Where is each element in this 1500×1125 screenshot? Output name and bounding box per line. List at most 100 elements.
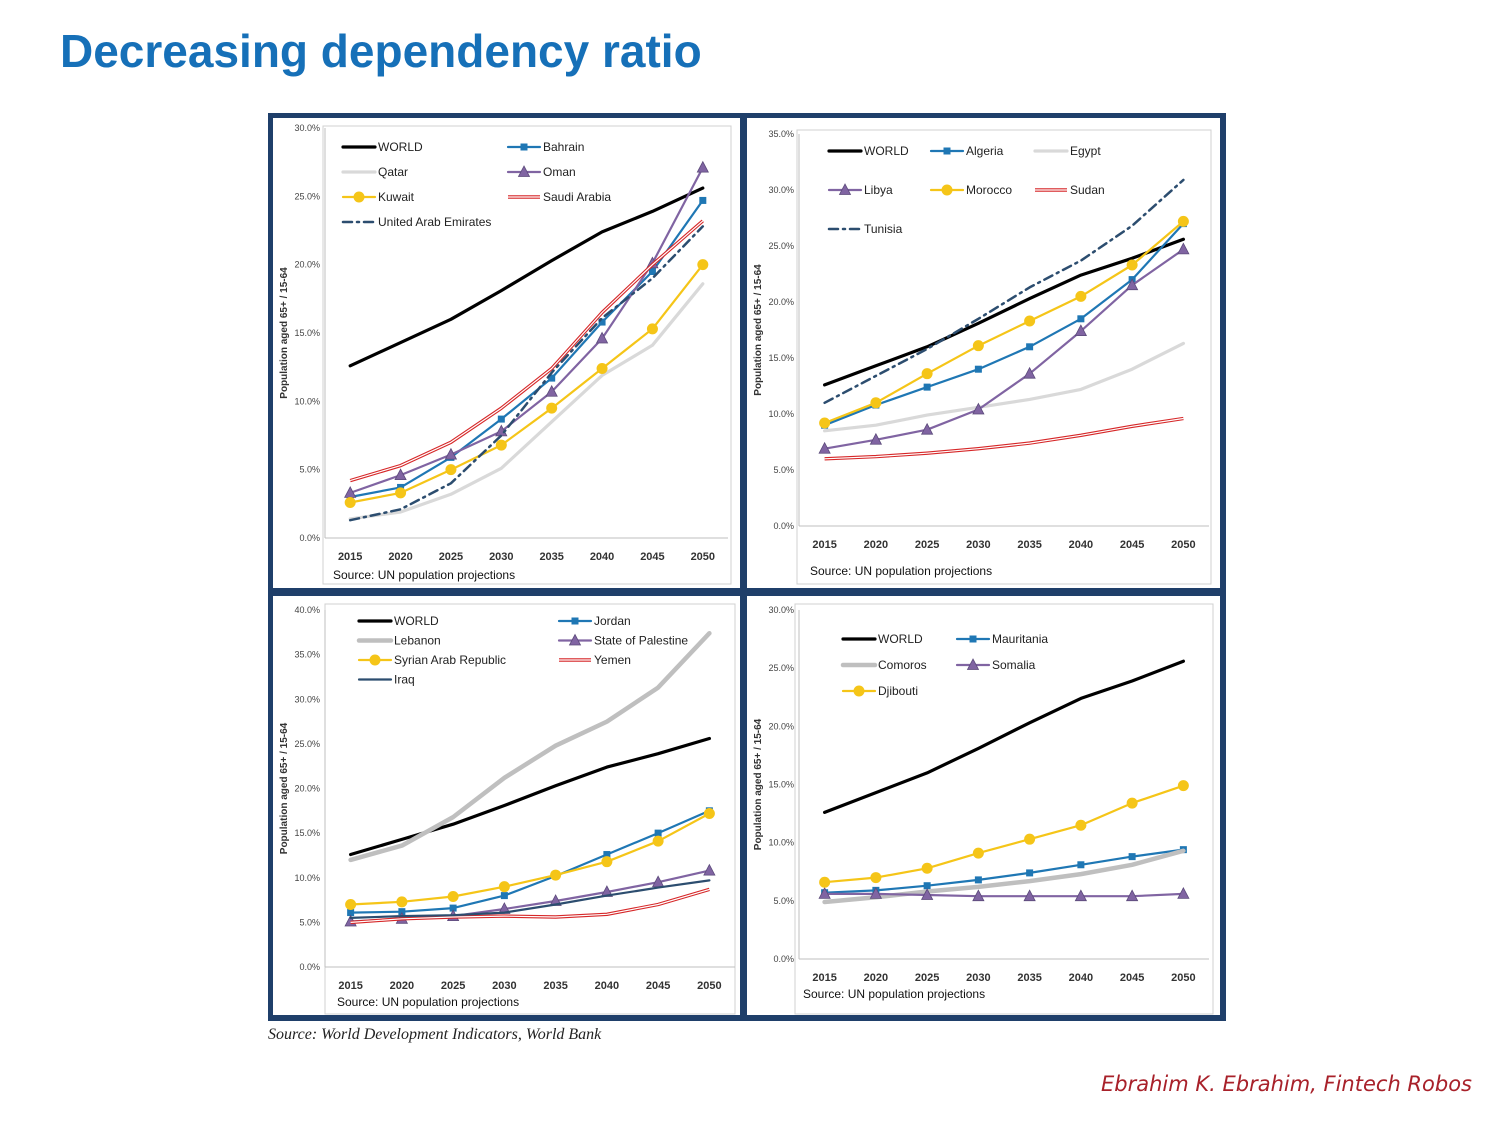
chart-source-label: Source: UN population projections bbox=[810, 564, 992, 578]
y-tick-label: 40.0% bbox=[294, 605, 320, 615]
legend-entry: United Arab Emirates bbox=[341, 215, 491, 229]
data-point bbox=[394, 468, 407, 481]
data-point bbox=[546, 402, 558, 414]
legend-marker bbox=[369, 654, 381, 666]
legend-entry: Oman bbox=[506, 165, 576, 179]
series-line bbox=[348, 186, 705, 368]
legend-entry: Egypt bbox=[1033, 144, 1101, 158]
series-oman bbox=[344, 160, 709, 498]
data-point bbox=[819, 417, 831, 429]
y-tick-label: 0.0% bbox=[773, 521, 794, 531]
legend-marker bbox=[571, 617, 579, 625]
data-point bbox=[1024, 315, 1036, 327]
series-line bbox=[823, 222, 1185, 427]
data-point bbox=[500, 892, 508, 900]
y-tick-label: 0.0% bbox=[773, 954, 794, 964]
x-tick-label: 2025 bbox=[915, 539, 939, 551]
legend-entry: Libya bbox=[827, 183, 893, 197]
legend-entry: Comoros bbox=[840, 658, 927, 672]
legend-entry: WORLD bbox=[357, 614, 439, 628]
x-tick-label: 2045 bbox=[646, 980, 670, 992]
y-axis-label: Population aged 65+ / 15-64 bbox=[753, 264, 764, 396]
data-point bbox=[972, 340, 984, 352]
data-point bbox=[1077, 861, 1085, 869]
x-tick-label: 2040 bbox=[590, 551, 614, 563]
y-tick-label: 30.0% bbox=[768, 605, 794, 615]
data-point bbox=[596, 363, 608, 375]
legend-entry: Bahrain bbox=[506, 140, 584, 154]
y-axis-label: Population aged 65+ / 15-64 bbox=[279, 267, 290, 399]
y-tick-label: 35.0% bbox=[768, 129, 794, 139]
data-point bbox=[396, 896, 408, 908]
data-point bbox=[545, 384, 558, 397]
data-point bbox=[654, 829, 662, 837]
x-tick-label: 2030 bbox=[489, 551, 513, 563]
y-tick-label: 5.0% bbox=[773, 465, 794, 475]
legend-label: Oman bbox=[543, 165, 576, 179]
series-world bbox=[348, 186, 705, 368]
series-sudan bbox=[824, 416, 1184, 461]
legend-entry: WORLD bbox=[341, 140, 423, 154]
data-point bbox=[1023, 889, 1036, 902]
legend-marker bbox=[520, 143, 528, 151]
x-tick-label: 2045 bbox=[1120, 972, 1144, 984]
y-tick-label: 5.0% bbox=[773, 896, 794, 906]
series-line bbox=[823, 659, 1185, 814]
data-point bbox=[646, 323, 658, 335]
y-tick-label: 10.0% bbox=[768, 838, 794, 848]
x-tick-label: 2050 bbox=[1171, 539, 1195, 551]
series-line bbox=[348, 630, 712, 863]
data-point bbox=[923, 383, 931, 391]
chart-svg-north-africa: 0.0% 5.0% 10.0% 15.0% 20.0% 25.0% 30.0% 35.0% 20… bbox=[753, 129, 1212, 585]
legend-label: Comoros bbox=[878, 658, 927, 672]
y-tick-label: 15.0% bbox=[294, 328, 320, 338]
series-morocco bbox=[819, 215, 1189, 429]
data-point bbox=[447, 890, 459, 902]
y-tick-label: 20.0% bbox=[768, 721, 794, 731]
data-point bbox=[974, 365, 982, 373]
x-tick-label: 2030 bbox=[966, 972, 990, 984]
series-iraq bbox=[349, 879, 711, 919]
series-line-inner bbox=[350, 888, 710, 923]
data-point bbox=[696, 160, 709, 173]
page-title: Decreasing dependency ratio bbox=[60, 25, 702, 77]
data-point bbox=[1128, 853, 1136, 861]
y-tick-label: 20.0% bbox=[294, 260, 320, 270]
legend-entry: Morocco bbox=[929, 183, 1012, 197]
data-point bbox=[601, 856, 613, 868]
legend-label: WORLD bbox=[878, 632, 923, 646]
data-point bbox=[1024, 833, 1036, 845]
chart-svg-others: 0.0% 5.0% 10.0% 15.0% 20.0% 25.0% 30.0% 2015 202… bbox=[753, 603, 1214, 1015]
data-point bbox=[1077, 315, 1085, 323]
data-point bbox=[550, 869, 562, 881]
data-point bbox=[972, 402, 985, 415]
legend-marker bbox=[353, 191, 365, 203]
series-qatar bbox=[348, 282, 705, 521]
series-line bbox=[823, 892, 1185, 898]
series-line-inner bbox=[350, 220, 704, 482]
world-bank-source-note: Source: World Development Indicators, Wo… bbox=[268, 1026, 602, 1043]
data-point bbox=[923, 882, 931, 890]
x-tick-label: 2025 bbox=[915, 972, 939, 984]
data-point bbox=[818, 886, 831, 899]
data-point bbox=[1026, 869, 1034, 877]
x-tick-label: 2035 bbox=[543, 980, 567, 992]
legend-label: Saudi Arabia bbox=[543, 190, 611, 204]
data-point bbox=[699, 196, 707, 204]
series-djibouti bbox=[819, 780, 1189, 888]
x-tick-label: 2015 bbox=[338, 980, 362, 992]
charts-frame: 0.0% 5.0% 10.0% 15.0% 20.0% 25.0% 30.0% 2015 202… bbox=[268, 113, 1226, 1021]
data-point bbox=[697, 259, 709, 271]
y-tick-label: 15.0% bbox=[768, 780, 794, 790]
data-point bbox=[1023, 366, 1036, 379]
data-point bbox=[920, 422, 934, 435]
data-point bbox=[1126, 797, 1138, 809]
chart-area-border bbox=[324, 603, 736, 1015]
legend-label: United Arab Emirates bbox=[378, 215, 491, 229]
data-point bbox=[870, 872, 882, 884]
x-tick-label: 2050 bbox=[697, 980, 721, 992]
legend-label: Iraq bbox=[394, 673, 415, 687]
series-line bbox=[349, 736, 711, 857]
x-tick-label: 2025 bbox=[441, 980, 465, 992]
series-saudi-arabia bbox=[349, 219, 704, 483]
